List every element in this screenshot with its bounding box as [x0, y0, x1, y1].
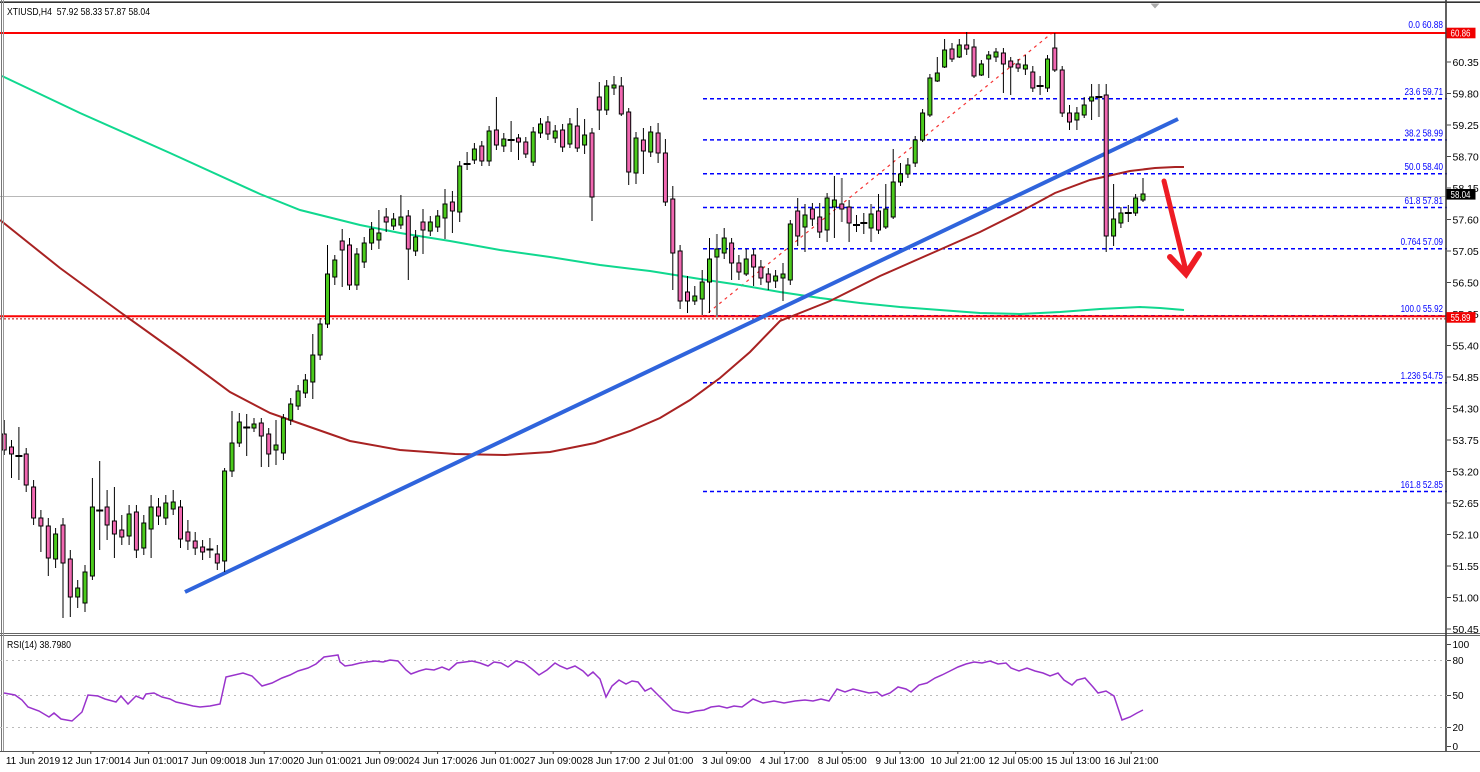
svg-text:53.20: 53.20	[1453, 466, 1479, 478]
svg-text:60.86: 60.86	[1451, 29, 1471, 40]
svg-text:23.6 59.71: 23.6 59.71	[1405, 87, 1444, 98]
svg-text:20: 20	[1453, 723, 1465, 734]
svg-text:59.25: 59.25	[1453, 120, 1479, 132]
svg-text:21 Jun 09:00: 21 Jun 09:00	[351, 756, 409, 767]
svg-text:52.10: 52.10	[1453, 529, 1479, 541]
svg-text:51.55: 51.55	[1453, 561, 1479, 573]
svg-text:61.8 57.81: 61.8 57.81	[1405, 196, 1444, 207]
svg-text:100.0 55.92: 100.0 55.92	[1401, 304, 1444, 315]
svg-text:55.40: 55.40	[1453, 340, 1479, 352]
svg-text:50.0 58.40: 50.0 58.40	[1405, 162, 1444, 173]
svg-text:17 Jun 09:00: 17 Jun 09:00	[177, 756, 235, 767]
svg-text:57.60: 57.60	[1453, 214, 1479, 226]
svg-text:50: 50	[1453, 691, 1465, 702]
svg-text:0.764 57.09: 0.764 57.09	[1401, 237, 1444, 248]
svg-text:59.80: 59.80	[1453, 88, 1479, 100]
svg-text:38.2 58.99: 38.2 58.99	[1405, 128, 1444, 139]
svg-text:80: 80	[1453, 656, 1465, 667]
svg-text:24 Jun 17:00: 24 Jun 17:00	[409, 756, 467, 767]
svg-text:10 Jul 21:00: 10 Jul 21:00	[931, 756, 986, 767]
svg-text:16 Jul 21:00: 16 Jul 21:00	[1104, 756, 1159, 767]
svg-text:54.30: 54.30	[1453, 403, 1479, 415]
svg-text:60.35: 60.35	[1453, 57, 1479, 69]
svg-text:56.50: 56.50	[1453, 277, 1479, 289]
svg-text:15 Jul 13:00: 15 Jul 13:00	[1046, 756, 1101, 767]
svg-text:RSI(14) 38.7980: RSI(14) 38.7980	[7, 639, 71, 651]
svg-text:9 Jul 13:00: 9 Jul 13:00	[876, 756, 925, 767]
svg-text:0.0 60.88: 0.0 60.88	[1408, 20, 1443, 31]
svg-text:54.85: 54.85	[1453, 372, 1479, 384]
svg-text:161.8 52.85: 161.8 52.85	[1401, 480, 1444, 491]
svg-text:12 Jul 05:00: 12 Jul 05:00	[988, 756, 1043, 767]
svg-text:11 Jun 2019: 11 Jun 2019	[6, 756, 61, 767]
svg-text:58.04: 58.04	[1451, 190, 1471, 201]
svg-text:57.05: 57.05	[1453, 246, 1479, 258]
svg-text:51.00: 51.00	[1453, 592, 1479, 604]
svg-text:55.89: 55.89	[1451, 313, 1471, 324]
svg-text:50.45: 50.45	[1453, 624, 1479, 636]
svg-text:53.75: 53.75	[1453, 435, 1479, 447]
svg-text:52.65: 52.65	[1453, 498, 1479, 510]
svg-text:2 Jul 01:00: 2 Jul 01:00	[644, 756, 693, 767]
svg-text:20 Jun 01:00: 20 Jun 01:00	[293, 756, 351, 767]
svg-text:1.236 54.75: 1.236 54.75	[1401, 371, 1444, 382]
svg-text:27 Jun 09:00: 27 Jun 09:00	[524, 756, 582, 767]
svg-text:4 Jul 17:00: 4 Jul 17:00	[760, 756, 809, 767]
svg-text:12 Jun 17:00: 12 Jun 17:00	[62, 756, 120, 767]
svg-text:0: 0	[1453, 742, 1459, 753]
svg-text:18 Jun 17:00: 18 Jun 17:00	[235, 756, 293, 767]
svg-text:3 Jul 09:00: 3 Jul 09:00	[702, 756, 751, 767]
svg-text:58.70: 58.70	[1453, 151, 1479, 163]
svg-text:28 Jun 17:00: 28 Jun 17:00	[582, 756, 640, 767]
svg-text:8 Jul 05:00: 8 Jul 05:00	[818, 756, 867, 767]
svg-text:14 Jun 01:00: 14 Jun 01:00	[120, 756, 178, 767]
svg-text:100: 100	[1453, 640, 1470, 651]
svg-text:XTIUSD,H4 57.92 58.33 57.87 5: XTIUSD,H4 57.92 58.33 57.87 58.04	[7, 6, 150, 18]
svg-text:26 Jun 01:00: 26 Jun 01:00	[466, 756, 524, 767]
